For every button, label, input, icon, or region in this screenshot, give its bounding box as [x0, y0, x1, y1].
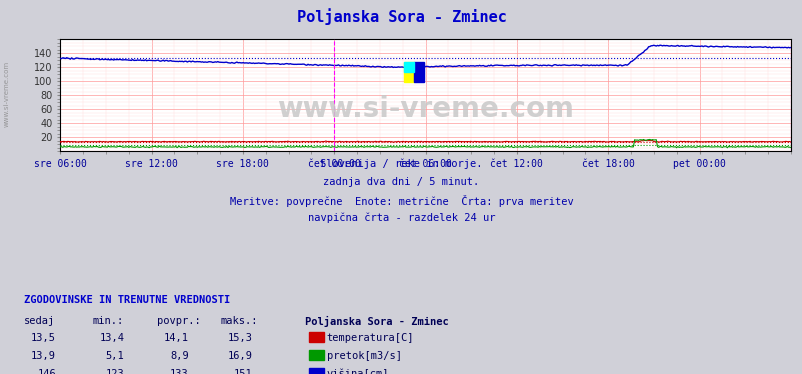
Text: 123: 123 [106, 369, 124, 374]
Text: zadnja dva dni / 5 minut.: zadnja dva dni / 5 minut. [323, 177, 479, 187]
Text: višina[cm]: višina[cm] [326, 369, 389, 374]
Text: 151: 151 [234, 369, 253, 374]
Text: 14,1: 14,1 [164, 333, 188, 343]
Text: www.si-vreme.com: www.si-vreme.com [3, 61, 10, 126]
Text: 13,4: 13,4 [99, 333, 124, 343]
Text: navpična črta - razdelek 24 ur: navpična črta - razdelek 24 ur [307, 213, 495, 223]
Text: 8,9: 8,9 [170, 351, 188, 361]
Text: Slovenija / reke in morje.: Slovenija / reke in morje. [320, 159, 482, 169]
Text: 16,9: 16,9 [228, 351, 253, 361]
Text: sedaj: sedaj [24, 316, 55, 326]
Text: Meritve: povprečne  Enote: metrične  Črta: prva meritev: Meritve: povprečne Enote: metrične Črta:… [229, 195, 573, 207]
Text: www.si-vreme.com: www.si-vreme.com [277, 95, 573, 123]
Text: 5,1: 5,1 [106, 351, 124, 361]
Text: 13,5: 13,5 [31, 333, 56, 343]
Text: Poljanska Sora - Zminec: Poljanska Sora - Zminec [305, 316, 448, 327]
Bar [403, 62, 413, 82]
Bar [413, 62, 423, 82]
Text: min.:: min.: [92, 316, 124, 326]
Text: Poljanska Sora - Zminec: Poljanska Sora - Zminec [296, 8, 506, 25]
Text: 13,9: 13,9 [31, 351, 56, 361]
Text: 146: 146 [38, 369, 56, 374]
Text: temperatura[C]: temperatura[C] [326, 333, 414, 343]
Text: 133: 133 [170, 369, 188, 374]
Text: 15,3: 15,3 [228, 333, 253, 343]
Text: ZGODOVINSKE IN TRENUTNE VREDNOSTI: ZGODOVINSKE IN TRENUTNE VREDNOSTI [24, 295, 230, 306]
Text: pretok[m3/s]: pretok[m3/s] [326, 351, 401, 361]
Text: povpr.:: povpr.: [156, 316, 200, 326]
Bar [403, 62, 413, 72]
Text: maks.:: maks.: [221, 316, 258, 326]
